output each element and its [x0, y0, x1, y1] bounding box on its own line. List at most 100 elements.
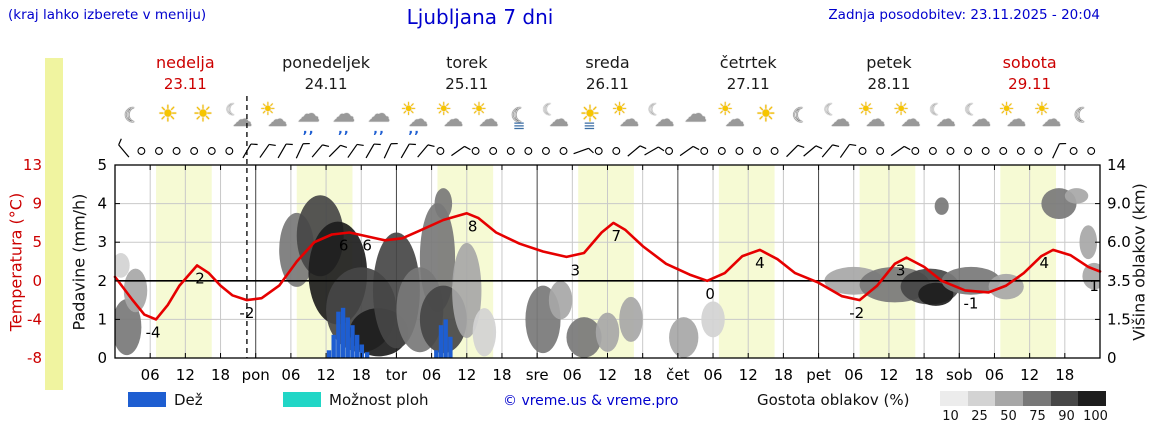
precip-bar	[443, 319, 448, 358]
icon-part: ☾	[510, 103, 529, 127]
precip-axis-tick: 4	[97, 195, 107, 213]
x-axis-tick-label: 18	[1055, 366, 1074, 384]
wind-calm-icon	[489, 147, 498, 155]
cloud-blob	[669, 317, 699, 358]
wind-calm-icon	[524, 147, 533, 155]
temp-axis-tick: 5	[32, 233, 42, 251]
icon-part: ☁	[724, 107, 745, 132]
x-axis-tick-label: 12	[457, 366, 476, 384]
icon-part: ☁	[1006, 107, 1027, 132]
cloud-moon-weather-icon: ☁ ☾	[538, 98, 572, 132]
moon-weather-icon: ☾	[784, 98, 818, 132]
cloud-axis-tick: 6.0	[1107, 233, 1131, 251]
precip-bar	[448, 336, 453, 358]
wind-calm-icon	[207, 147, 216, 155]
icon-part: ☀	[1033, 98, 1050, 120]
temperature-point-label: 6	[339, 237, 349, 255]
icon-part: ☁	[935, 107, 956, 132]
cloud-blob	[918, 282, 954, 306]
precip-axis-tick: 2	[97, 272, 107, 290]
x-axis-tick-label: 12	[598, 366, 617, 384]
day-date: 29.11	[1008, 74, 1052, 93]
wind-calm-icon	[858, 147, 867, 155]
location-menu-hint[interactable]: (kraj lahko izberete v meniju)	[8, 7, 207, 23]
x-axis-tick-label: 06	[985, 366, 1004, 384]
icon-part: ≡	[583, 116, 597, 135]
wind-calm-icon	[541, 147, 550, 155]
icon-part: ‚‚	[408, 122, 420, 138]
icon-part: ‚‚	[302, 122, 315, 138]
wind-barb-icon	[839, 143, 857, 158]
wind-calm-icon	[946, 147, 955, 155]
cloud-blob	[1079, 225, 1098, 260]
temp-axis-tick: -8	[27, 349, 42, 367]
precip-bar	[331, 334, 336, 358]
wind-calm-icon	[190, 147, 199, 155]
wind-calm-icon	[876, 147, 885, 155]
cloud-weather-icon: ☁	[678, 98, 712, 132]
showers-legend-swatch	[283, 392, 321, 407]
precip-bar	[340, 307, 346, 358]
sun-weather-icon: ☀	[186, 98, 220, 132]
x-axis-tick-label: pon	[242, 366, 270, 384]
day-name: ponedeljek	[282, 53, 371, 72]
wind-calm-icon	[225, 147, 234, 155]
wind-barb-icon	[118, 138, 130, 158]
wind-calm-icon	[717, 147, 726, 155]
day-header-sreda: sreda 26.11	[528, 52, 688, 94]
x-axis-tick-label: 18	[352, 366, 371, 384]
wind-barb-icon	[311, 144, 330, 158]
cloud-blob	[434, 188, 453, 220]
wind-barb-icon	[295, 142, 310, 159]
wind-calm-icon	[911, 147, 920, 155]
wind-calm-icon	[137, 147, 146, 155]
icon-part: ☾	[647, 99, 662, 119]
icon-part: ‚‚	[337, 122, 350, 138]
icon-part: ☾	[123, 103, 142, 127]
x-axis-tick-label: 18	[211, 366, 230, 384]
wind-barb-icon	[644, 146, 665, 156]
copyright-link[interactable]: © vreme.us & vreme.pro	[503, 393, 679, 409]
x-axis-tick-label: 12	[879, 366, 898, 384]
icon-part: ☁	[1041, 107, 1062, 132]
moon-cloud-weather-icon: ☾ ☁	[960, 98, 994, 132]
sun-lines-weather-icon: ☀ ≡	[573, 98, 607, 135]
cloud-axis-tick: 0	[1107, 349, 1117, 367]
precipitation-axis-title: Padavine (mm/h)	[69, 193, 89, 331]
temperature-point-label: 1	[1089, 277, 1099, 295]
icon-part: ☁	[900, 107, 921, 132]
icon-part: ☀	[192, 101, 214, 128]
x-axis-tick-label: pet	[806, 366, 831, 384]
icon-part: ☁	[970, 107, 991, 132]
density-scale-segment	[1078, 391, 1107, 406]
cloud-density-legend-label: Gostota oblakov (%)	[757, 391, 910, 409]
wind-barb-icon	[821, 144, 840, 158]
rain-weather-icon: ☁ ‚‚	[327, 98, 361, 136]
moon-cloud-weather-icon: ☾ ☁	[925, 98, 959, 132]
moon-lines-weather-icon: ☾ ≡	[503, 98, 537, 133]
temp-axis-tick: 9	[32, 195, 42, 213]
density-scale-segment	[1050, 391, 1079, 406]
temperature-point-label: -2	[849, 304, 864, 322]
x-axis-tick-label: 06	[141, 366, 160, 384]
daylight-band	[859, 165, 916, 358]
icon-part: ☀	[998, 98, 1015, 120]
day-name: petek	[866, 53, 912, 72]
density-scale-segment	[940, 391, 968, 406]
wind-barb-icon	[328, 144, 348, 158]
icon-part: ☁	[296, 101, 320, 128]
wind-barb-icon	[1052, 142, 1067, 159]
x-axis-tick-label: čet	[666, 366, 689, 384]
temperature-axis-title: Temperatura (°C)	[6, 192, 26, 332]
wind-barb-icon	[451, 145, 471, 157]
day-date: 25.11	[445, 74, 489, 93]
precip-bar	[345, 317, 350, 358]
temperature-point-label: 2	[195, 269, 205, 287]
temperature-point-label: 4	[755, 254, 765, 272]
density-scale-tick: 10	[942, 409, 959, 424]
page-title: Ljubljana 7 dni	[406, 5, 554, 29]
day-date: 23.11	[163, 74, 207, 93]
temp-axis-tick: 13	[23, 156, 42, 174]
